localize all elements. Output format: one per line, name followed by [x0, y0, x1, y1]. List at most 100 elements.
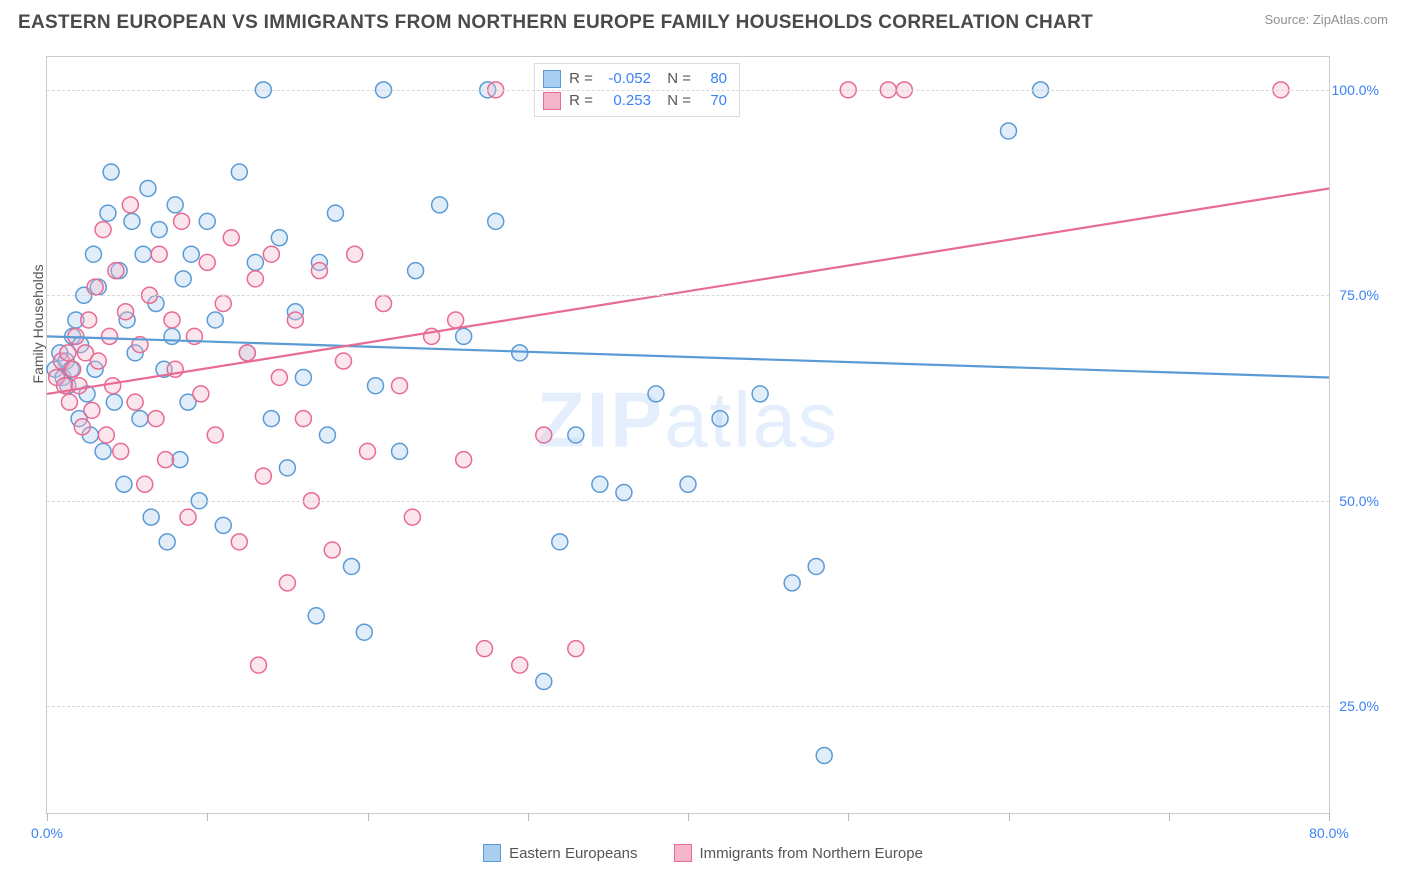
data-point	[164, 328, 180, 344]
data-point	[392, 378, 408, 394]
stat-row: R =0.253 N =70	[543, 90, 727, 112]
data-point	[174, 213, 190, 229]
data-point	[231, 534, 247, 550]
data-point	[167, 197, 183, 213]
x-tick-label: 0.0%	[31, 825, 63, 841]
stat-r-value: 0.253	[601, 90, 651, 112]
data-point	[100, 205, 116, 221]
data-point	[95, 443, 111, 459]
data-point	[456, 452, 472, 468]
data-point	[116, 476, 132, 492]
data-point	[448, 312, 464, 328]
data-point	[1001, 123, 1017, 139]
data-point	[207, 427, 223, 443]
legend-label: Eastern Europeans	[509, 845, 637, 862]
data-point	[476, 641, 492, 657]
data-point	[343, 558, 359, 574]
data-point	[271, 369, 287, 385]
data-point	[263, 411, 279, 427]
data-point	[60, 345, 76, 361]
data-point	[368, 378, 384, 394]
data-point	[101, 328, 117, 344]
data-point	[137, 476, 153, 492]
data-point	[263, 246, 279, 262]
data-point	[247, 254, 263, 270]
data-point	[71, 378, 87, 394]
y-tick-label: 100.0%	[1332, 82, 1379, 98]
data-point	[311, 263, 327, 279]
data-point	[488, 213, 504, 229]
data-point	[106, 394, 122, 410]
data-point	[223, 230, 239, 246]
data-point	[135, 246, 151, 262]
data-point	[158, 452, 174, 468]
scatter-plot-svg	[47, 57, 1329, 813]
data-point	[512, 657, 528, 673]
data-point	[568, 427, 584, 443]
data-point	[124, 213, 140, 229]
data-point	[616, 485, 632, 501]
data-point	[215, 296, 231, 312]
data-point	[151, 222, 167, 238]
stat-n-label: N =	[659, 90, 691, 112]
data-point	[347, 246, 363, 262]
stat-row: R =-0.052 N =80	[543, 68, 727, 90]
data-point	[132, 411, 148, 427]
data-point	[87, 279, 103, 295]
data-point	[151, 246, 167, 262]
data-point	[456, 328, 472, 344]
data-point	[85, 246, 101, 262]
data-point	[231, 164, 247, 180]
data-point	[712, 411, 728, 427]
data-point	[648, 386, 664, 402]
data-point	[207, 312, 223, 328]
data-point	[113, 443, 129, 459]
stat-r-value: -0.052	[601, 68, 651, 90]
data-point	[199, 213, 215, 229]
data-point	[536, 674, 552, 690]
data-point	[193, 386, 209, 402]
legend-item: Eastern Europeans	[483, 844, 637, 862]
data-point	[752, 386, 768, 402]
data-point	[127, 394, 143, 410]
data-point	[319, 427, 335, 443]
data-point	[105, 378, 121, 394]
data-point	[392, 443, 408, 459]
data-point	[308, 608, 324, 624]
data-point	[95, 222, 111, 238]
data-point	[148, 411, 164, 427]
stat-n-value: 70	[699, 90, 727, 112]
data-point	[118, 304, 134, 320]
data-point	[255, 468, 271, 484]
data-point	[432, 197, 448, 213]
data-point	[122, 197, 138, 213]
data-point	[271, 230, 287, 246]
data-point	[103, 164, 119, 180]
data-point	[295, 369, 311, 385]
data-point	[335, 353, 351, 369]
data-point	[140, 180, 156, 196]
chart-header: EASTERN EUROPEAN VS IMMIGRANTS FROM NORT…	[0, 0, 1406, 38]
data-point	[84, 402, 100, 418]
data-point	[251, 657, 267, 673]
data-point	[404, 509, 420, 525]
data-point	[324, 542, 340, 558]
data-point	[172, 452, 188, 468]
data-point	[327, 205, 343, 221]
data-point	[199, 254, 215, 270]
data-point	[295, 411, 311, 427]
data-point	[247, 271, 263, 287]
data-point	[143, 509, 159, 525]
y-tick-label: 75.0%	[1339, 287, 1379, 303]
plot-area: Family Households ZIPatlas R =-0.052 N =…	[46, 56, 1330, 814]
source-attribution: Source: ZipAtlas.com	[1264, 12, 1388, 27]
data-point	[81, 312, 97, 328]
y-tick-label: 25.0%	[1339, 698, 1379, 714]
data-point	[356, 624, 372, 640]
data-point	[279, 575, 295, 591]
data-point	[568, 641, 584, 657]
data-point	[552, 534, 568, 550]
data-point	[287, 312, 303, 328]
data-point	[180, 509, 196, 525]
data-point	[164, 312, 180, 328]
